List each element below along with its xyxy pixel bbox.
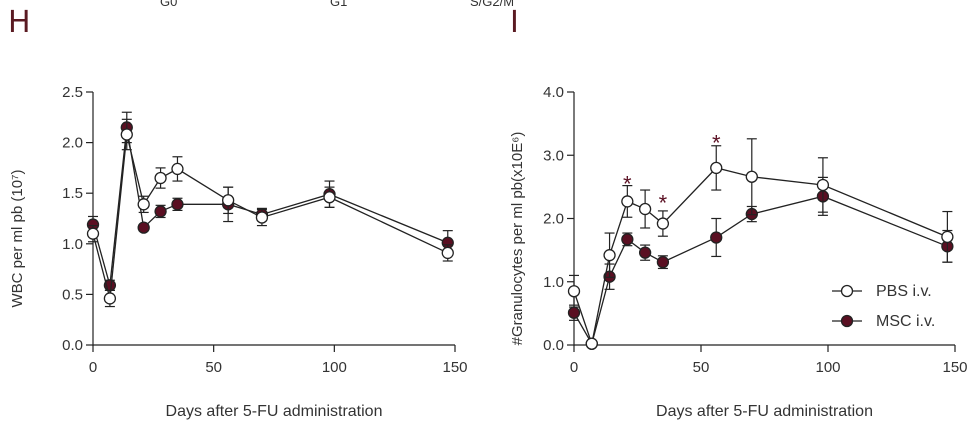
y-tick-label: 2.5 bbox=[62, 84, 83, 101]
x-tick-label: 150 bbox=[442, 359, 467, 376]
data-point bbox=[941, 230, 954, 243]
series-pbs-i-v bbox=[567, 138, 954, 350]
data-point bbox=[621, 195, 634, 208]
panel-letter-i: I bbox=[510, 5, 519, 40]
x-tick-label: 0 bbox=[89, 359, 97, 376]
x-tick-label: 100 bbox=[815, 359, 840, 376]
series-line bbox=[92, 134, 449, 299]
data-point bbox=[638, 246, 652, 259]
legend-label: MSC i.v. bbox=[876, 313, 935, 330]
legend-marker bbox=[840, 284, 854, 298]
data-point bbox=[710, 161, 723, 175]
data-point bbox=[567, 306, 581, 319]
y-tick-label: 0.5 bbox=[62, 286, 83, 303]
data-point bbox=[745, 170, 758, 183]
data-point bbox=[710, 231, 723, 244]
data-point bbox=[585, 337, 598, 350]
x-axis-label: Days after 5-FU administration bbox=[656, 403, 873, 420]
cut-label-g1: G1 bbox=[330, 0, 348, 9]
data-point bbox=[171, 162, 184, 176]
y-tick-label: 3.0 bbox=[543, 147, 564, 164]
y-axis-label: WBC per ml pb (10⁷) bbox=[9, 170, 26, 308]
data-point bbox=[154, 205, 167, 218]
series-line bbox=[92, 127, 449, 286]
significance-star: * bbox=[623, 171, 632, 196]
y-tick-label: 1.0 bbox=[62, 236, 83, 253]
x-tick-label: 50 bbox=[205, 359, 222, 376]
legend: PBS i.v. MSC i.v. bbox=[832, 283, 935, 330]
x-tick-label: 0 bbox=[570, 359, 578, 376]
data-point bbox=[120, 128, 133, 141]
y-tick-label: 2.0 bbox=[543, 211, 564, 228]
y-tick-label: 1.0 bbox=[543, 274, 564, 291]
legend-marker bbox=[840, 314, 854, 328]
significance-star: * bbox=[659, 190, 668, 215]
data-point bbox=[567, 285, 581, 298]
data-point bbox=[621, 233, 634, 246]
data-point bbox=[656, 217, 670, 230]
data-point bbox=[441, 246, 454, 260]
data-point bbox=[137, 198, 150, 211]
data-point bbox=[154, 171, 167, 185]
series-line bbox=[573, 195, 948, 346]
data-point bbox=[171, 198, 184, 211]
data-point bbox=[603, 249, 616, 262]
chart-h: 0.0 0.5 1.0 1.5 2.0 2.5 0 50 100 150 Days after 5-… bbox=[9, 84, 468, 420]
x-tick-label: 150 bbox=[942, 359, 967, 376]
data-point bbox=[137, 221, 150, 234]
x-tick-label: 50 bbox=[693, 359, 710, 376]
y-tick-label: 2.0 bbox=[62, 135, 83, 152]
data-point bbox=[86, 227, 100, 240]
y-tick-label: 4.0 bbox=[543, 84, 564, 101]
significance-star: * bbox=[712, 130, 721, 155]
cut-label-g0: G0 bbox=[160, 0, 178, 9]
y-tick-label: 0.0 bbox=[543, 337, 564, 354]
y-tick-label: 0.0 bbox=[62, 337, 83, 354]
y-tick-label: 1.5 bbox=[62, 185, 83, 202]
cut-label-sg2m: S/G2/M bbox=[470, 0, 515, 9]
data-point bbox=[323, 191, 336, 204]
chart-i: 0.0 1.0 2.0 3.0 4.0 0 50 100 150 Days after 5-FU … bbox=[509, 84, 968, 420]
y-axis-label: #Granulocytes per ml pb(x10E⁶) bbox=[509, 132, 526, 346]
legend-label: PBS i.v. bbox=[876, 283, 932, 300]
data-point bbox=[816, 178, 830, 192]
series-line bbox=[573, 167, 948, 347]
data-point bbox=[255, 211, 269, 224]
series-pbs-i-v bbox=[86, 118, 454, 308]
data-point bbox=[638, 202, 652, 216]
x-axis-label: Days after 5-FU administration bbox=[166, 403, 383, 420]
x-tick-label: 100 bbox=[322, 359, 347, 376]
data-point bbox=[656, 255, 670, 269]
data-point bbox=[221, 194, 235, 207]
data-point bbox=[103, 292, 117, 305]
panel-letter-h: H bbox=[8, 5, 31, 40]
